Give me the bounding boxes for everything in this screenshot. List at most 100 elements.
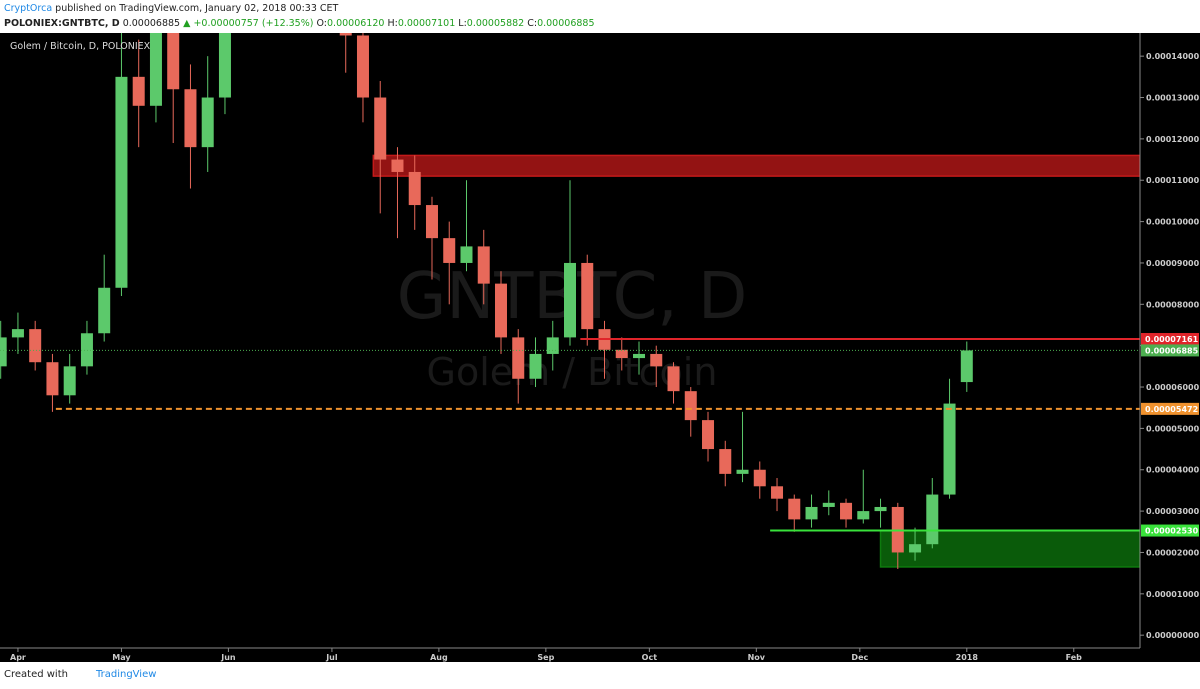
ohlc: O:0.00006120 H:0.00007101 L:0.00005882 C…: [317, 18, 595, 29]
ohlc-label: O:: [316, 18, 328, 29]
level-tag: [1141, 402, 1199, 415]
candle-body: [788, 498, 801, 520]
x-tick-label: Jul: [325, 653, 338, 662]
candle-body: [736, 469, 749, 474]
level-label: 0.00005472: [1145, 405, 1198, 414]
candle-body: [460, 246, 473, 263]
candle-body: [149, 33, 162, 106]
candle-body: [98, 287, 111, 334]
y-tick-label: 0.00003000: [1146, 507, 1200, 516]
footer: Created with TradingView: [4, 669, 156, 680]
ohlc-value: 0.00005882: [466, 18, 525, 29]
created-with: Created with: [4, 669, 68, 680]
y-tick-label: 0.00005000: [1146, 424, 1200, 433]
ohlc-label: C:: [527, 18, 538, 29]
y-tick-label: 0.00013000: [1146, 94, 1200, 103]
candle-body: [771, 486, 784, 499]
ohlc-value: 0.00006885: [537, 18, 595, 29]
x-tick-label: May: [112, 653, 131, 662]
candle-body: [822, 502, 835, 507]
candle-body: [857, 511, 870, 520]
level-tag: [1141, 333, 1199, 346]
candle-body: [684, 391, 697, 421]
level-label: 0.00007161: [1145, 335, 1199, 344]
candle-body: [633, 353, 646, 359]
y-tick-label: 0.00000000: [1146, 631, 1200, 640]
candle-body: [391, 159, 404, 172]
level-label: 0.00006885: [1145, 346, 1199, 355]
y-tick-label: 0.00009000: [1146, 259, 1200, 268]
change: ▲ +0.00000757 (+12.35%): [183, 18, 314, 29]
candle-body: [512, 337, 525, 379]
candle-body: [46, 362, 59, 396]
candle-body: [960, 350, 973, 383]
y-tick-label: 0.00002000: [1146, 548, 1200, 557]
ohlc-value: 0.00006120: [327, 18, 385, 29]
x-tick-label: Sep: [537, 653, 554, 662]
price: 0.00006885: [122, 18, 181, 29]
candle-body: [0, 337, 7, 367]
candle-body: [477, 246, 490, 284]
candle-body: [753, 469, 766, 487]
candle-body: [529, 353, 542, 379]
y-tick-label: 0.00006000: [1146, 383, 1200, 392]
quote-line: POLONIEX:GNTBTC, D 0.00006885 ▲ +0.00000…: [4, 16, 595, 31]
candle-body: [184, 89, 197, 148]
x-tick-label: Apr: [10, 653, 26, 662]
symbol: POLONIEX:GNTBTC, D: [4, 18, 120, 29]
x-tick-label: Feb: [1066, 653, 1083, 662]
x-tick-label: Nov: [748, 653, 766, 662]
candle-body: [805, 506, 818, 520]
candle-body: [201, 97, 214, 148]
ohlc-value: 0.00007101: [397, 18, 456, 29]
candle-body: [494, 283, 507, 338]
candle-body: [943, 403, 956, 495]
candle-body: [615, 349, 628, 359]
y-tick-label: 0.00011000: [1146, 176, 1200, 185]
candle-body: [356, 35, 369, 98]
candle-body: [408, 171, 421, 206]
zone: [879, 529, 1140, 568]
publish-line: CryptOrca published on TradingView.com, …: [4, 1, 595, 16]
candle-body: [374, 97, 387, 160]
candle-body: [80, 333, 93, 367]
candle-body: [167, 33, 180, 90]
x-tick-label: Dec: [851, 653, 868, 662]
candle-body: [546, 337, 559, 354]
candle-body: [840, 502, 853, 520]
chart-title: Golem / Bitcoin, D, POLONIEX: [10, 41, 151, 52]
candle-body: [63, 366, 76, 396]
candle-body: [564, 262, 576, 338]
level-tag: [1141, 344, 1199, 357]
ohlc-label: L:: [458, 18, 467, 29]
candle-body: [702, 420, 715, 450]
candle-body: [719, 449, 732, 474]
brand[interactable]: TradingView: [95, 669, 157, 680]
candle-body: [909, 544, 922, 553]
y-tick-label: 0.00012000: [1146, 135, 1200, 144]
level-tag: [1141, 524, 1199, 537]
y-tick-label: 0.00008000: [1146, 300, 1200, 309]
x-tick-label: Jun: [220, 653, 236, 662]
y-tick-label: 0.00010000: [1146, 218, 1200, 227]
y-tick-label: 0.00004000: [1146, 466, 1200, 475]
candle-body: [926, 494, 939, 545]
candle-body: [443, 238, 456, 263]
published: published on TradingView.com, January 02…: [55, 3, 339, 14]
candle-body: [874, 506, 887, 512]
zone: [372, 154, 1140, 177]
candle-body: [115, 76, 128, 288]
candle-body: [650, 353, 663, 367]
candle-body: [29, 329, 42, 363]
author[interactable]: CryptOrca: [4, 3, 53, 14]
level-label: 0.00002530: [1145, 527, 1199, 536]
x-tick-label: 2018: [956, 653, 979, 662]
candle-body: [218, 33, 231, 98]
ohlc-label: H:: [387, 18, 398, 29]
candle-body: [11, 329, 24, 338]
candle-body: [581, 262, 594, 330]
candle-body: [667, 366, 680, 392]
